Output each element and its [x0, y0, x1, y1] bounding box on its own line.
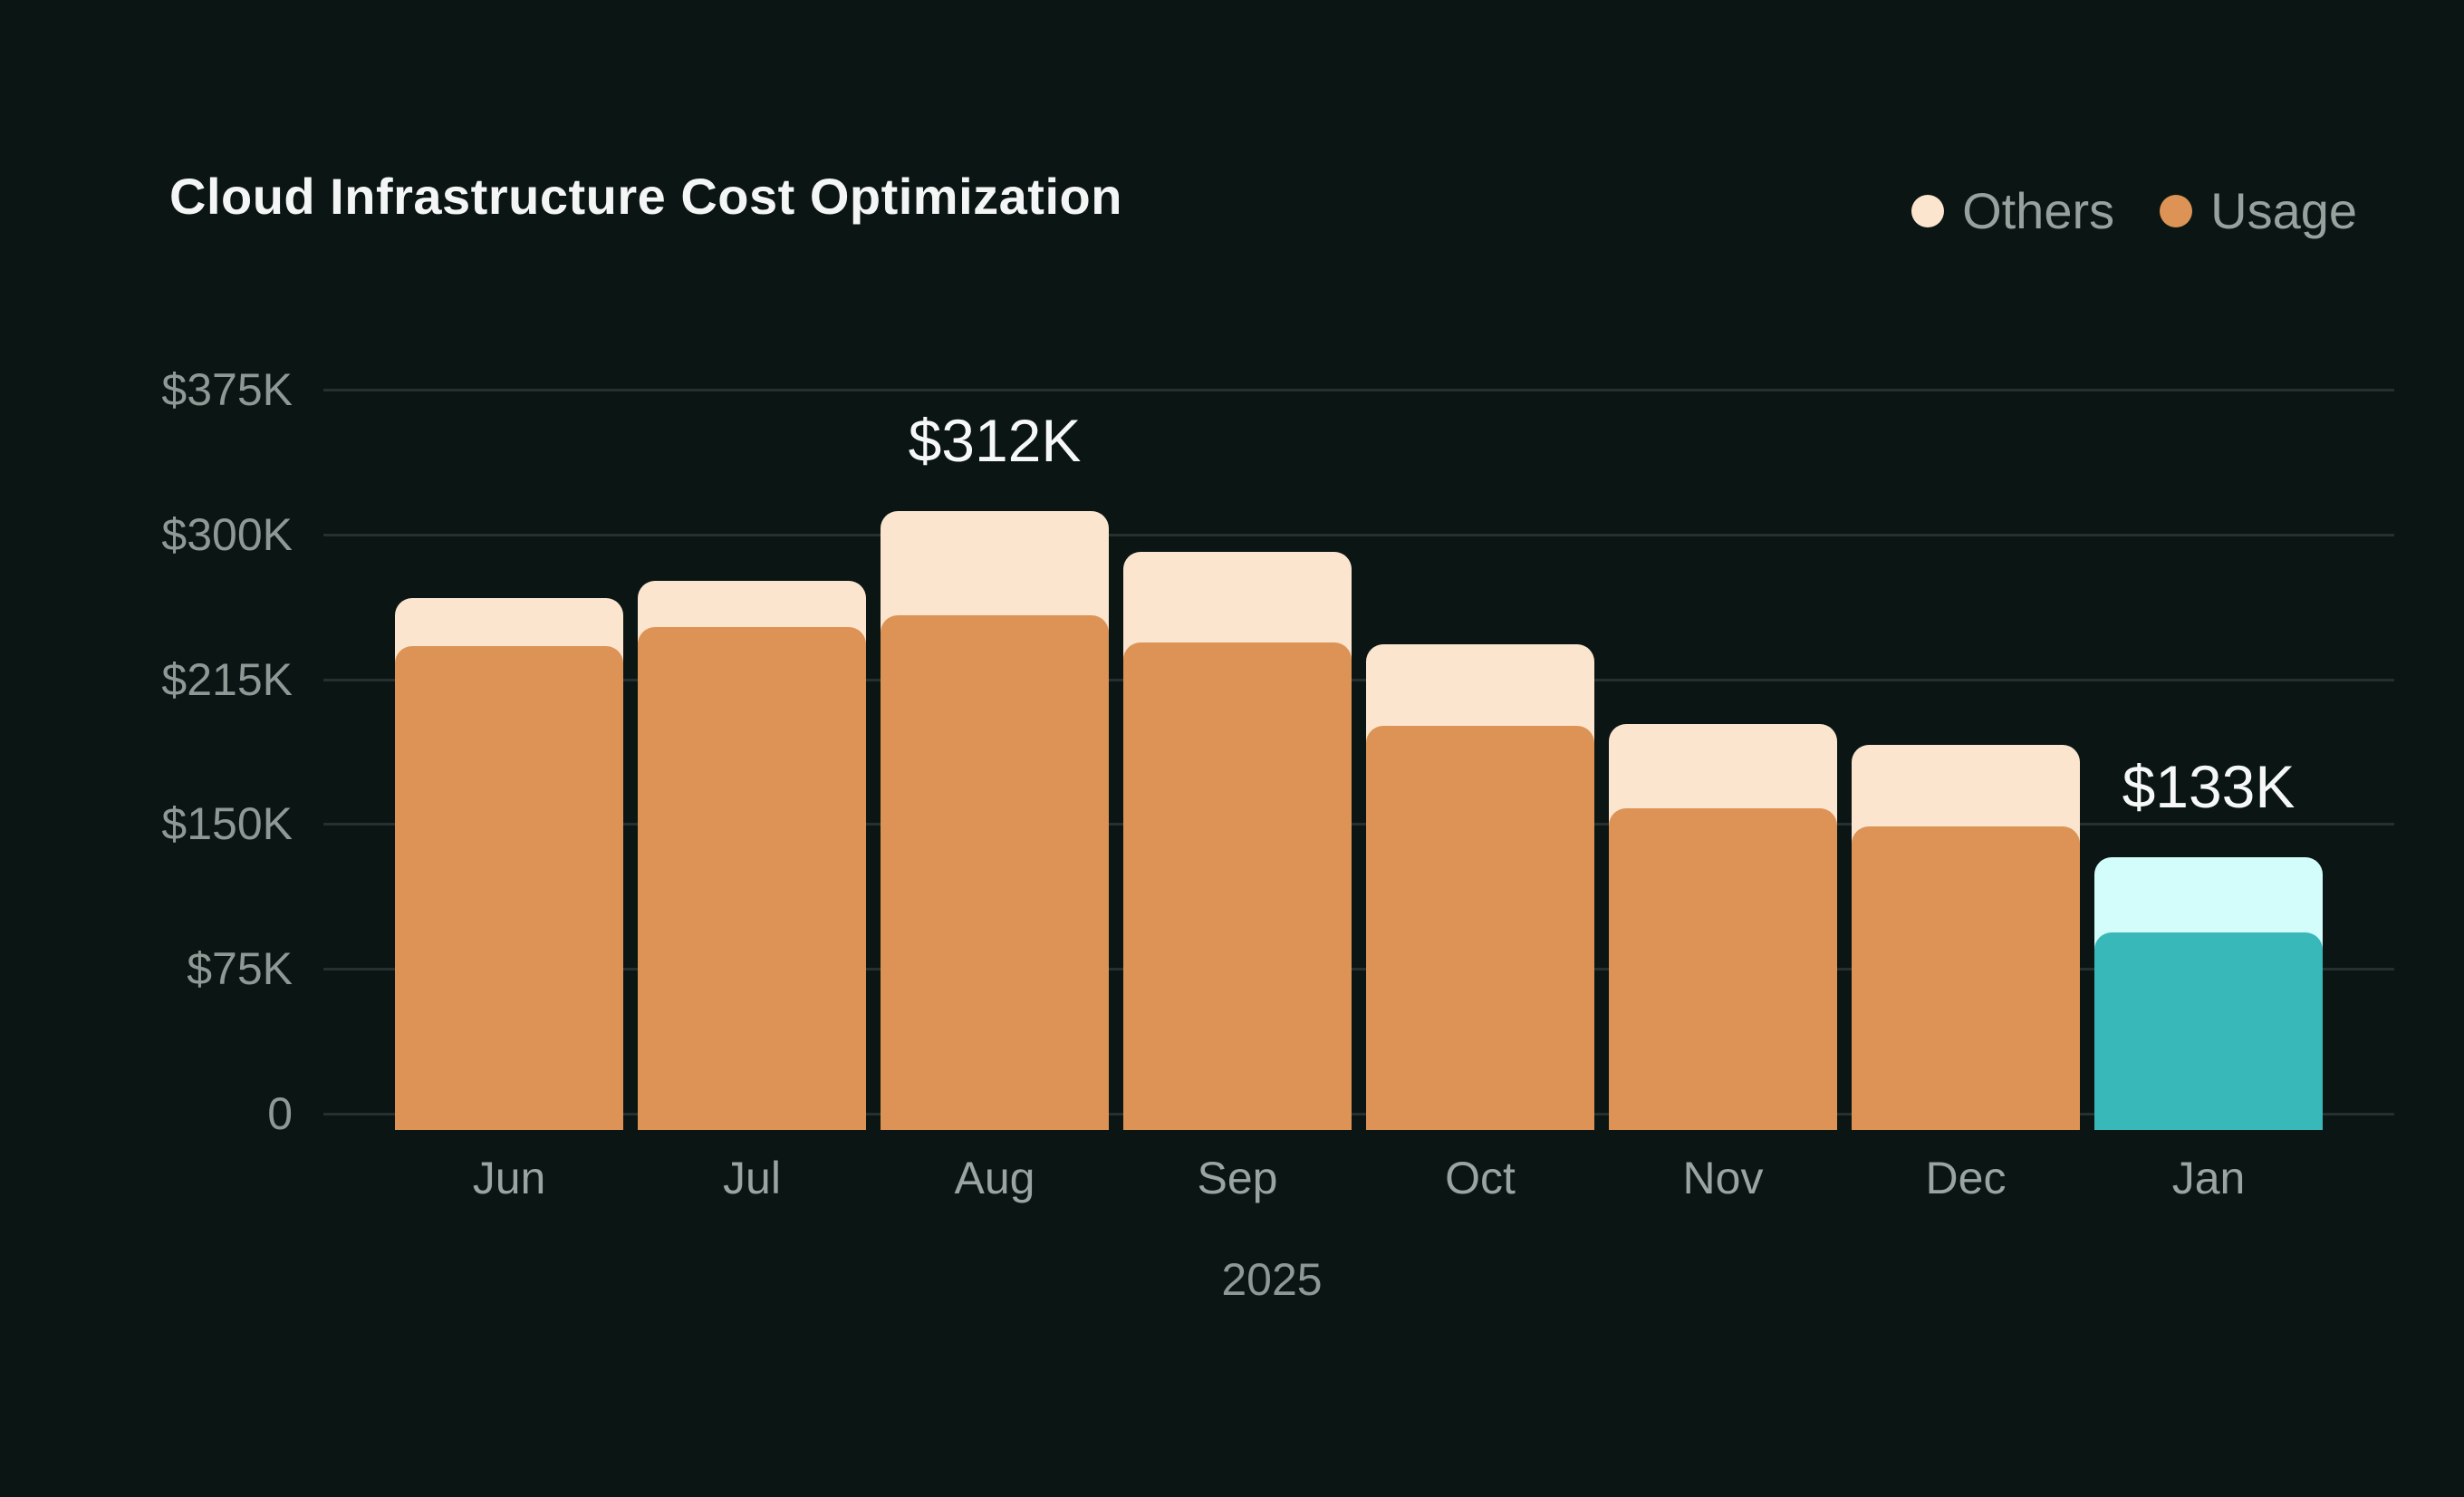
y-tick-300k: $300K [161, 509, 293, 560]
legend: Others Usage [1911, 184, 2357, 238]
x-tick-jul: Jul [723, 1153, 781, 1203]
bar-dec-usage-segment[interactable] [1852, 826, 2080, 1130]
y-tick-215k: $215K [161, 654, 293, 705]
plot-area [323, 389, 2394, 1130]
legend-item-usage[interactable]: Usage [2160, 184, 2357, 238]
y-tick-0: 0 [267, 1088, 293, 1139]
x-tick-aug: Aug [954, 1153, 1035, 1203]
gridline-0 [323, 1113, 2394, 1116]
legend-label-others: Others [1962, 182, 2115, 239]
bar-jun-usage-segment[interactable] [395, 646, 623, 1130]
x-tick-nov: Nov [1682, 1153, 1764, 1203]
gridline-375k [323, 389, 2394, 391]
x-tick-sep: Sep [1197, 1153, 1278, 1203]
x-tick-jun: Jun [472, 1153, 546, 1203]
legend-dot-usage [2160, 195, 2193, 227]
bar-sep-usage-segment[interactable] [1123, 642, 1352, 1130]
x-tick-jan: Jan [2171, 1153, 2246, 1203]
legend-item-others[interactable]: Others [1911, 184, 2114, 238]
bar-jul-usage-segment[interactable] [638, 627, 866, 1130]
bar-nov-usage-segment[interactable] [1609, 808, 1837, 1130]
bar-aug-usage-segment[interactable] [881, 615, 1109, 1130]
gridline-300k [323, 534, 2394, 536]
y-tick-375k: $375K [161, 364, 293, 415]
value-label-aug: $312K [908, 407, 1082, 474]
gridline-150k [323, 823, 2394, 826]
y-tick-75k: $75K [187, 943, 293, 994]
x-axis-title: 2025 [1221, 1254, 1323, 1305]
x-tick-dec: Dec [1925, 1153, 2007, 1203]
bar-jan-usage-segment[interactable] [2094, 932, 2323, 1130]
value-label-jan: $133K [2122, 753, 2296, 820]
gridline-215k [323, 679, 2394, 681]
legend-label-usage: Usage [2210, 182, 2357, 239]
chart-title: Cloud Infrastructure Cost Optimization [169, 168, 1122, 225]
y-tick-150k: $150K [161, 798, 293, 849]
bar-oct-usage-segment[interactable] [1366, 726, 1594, 1130]
legend-dot-others [1911, 195, 1945, 227]
gridline-75k [323, 968, 2394, 971]
x-tick-oct: Oct [1445, 1153, 1516, 1203]
